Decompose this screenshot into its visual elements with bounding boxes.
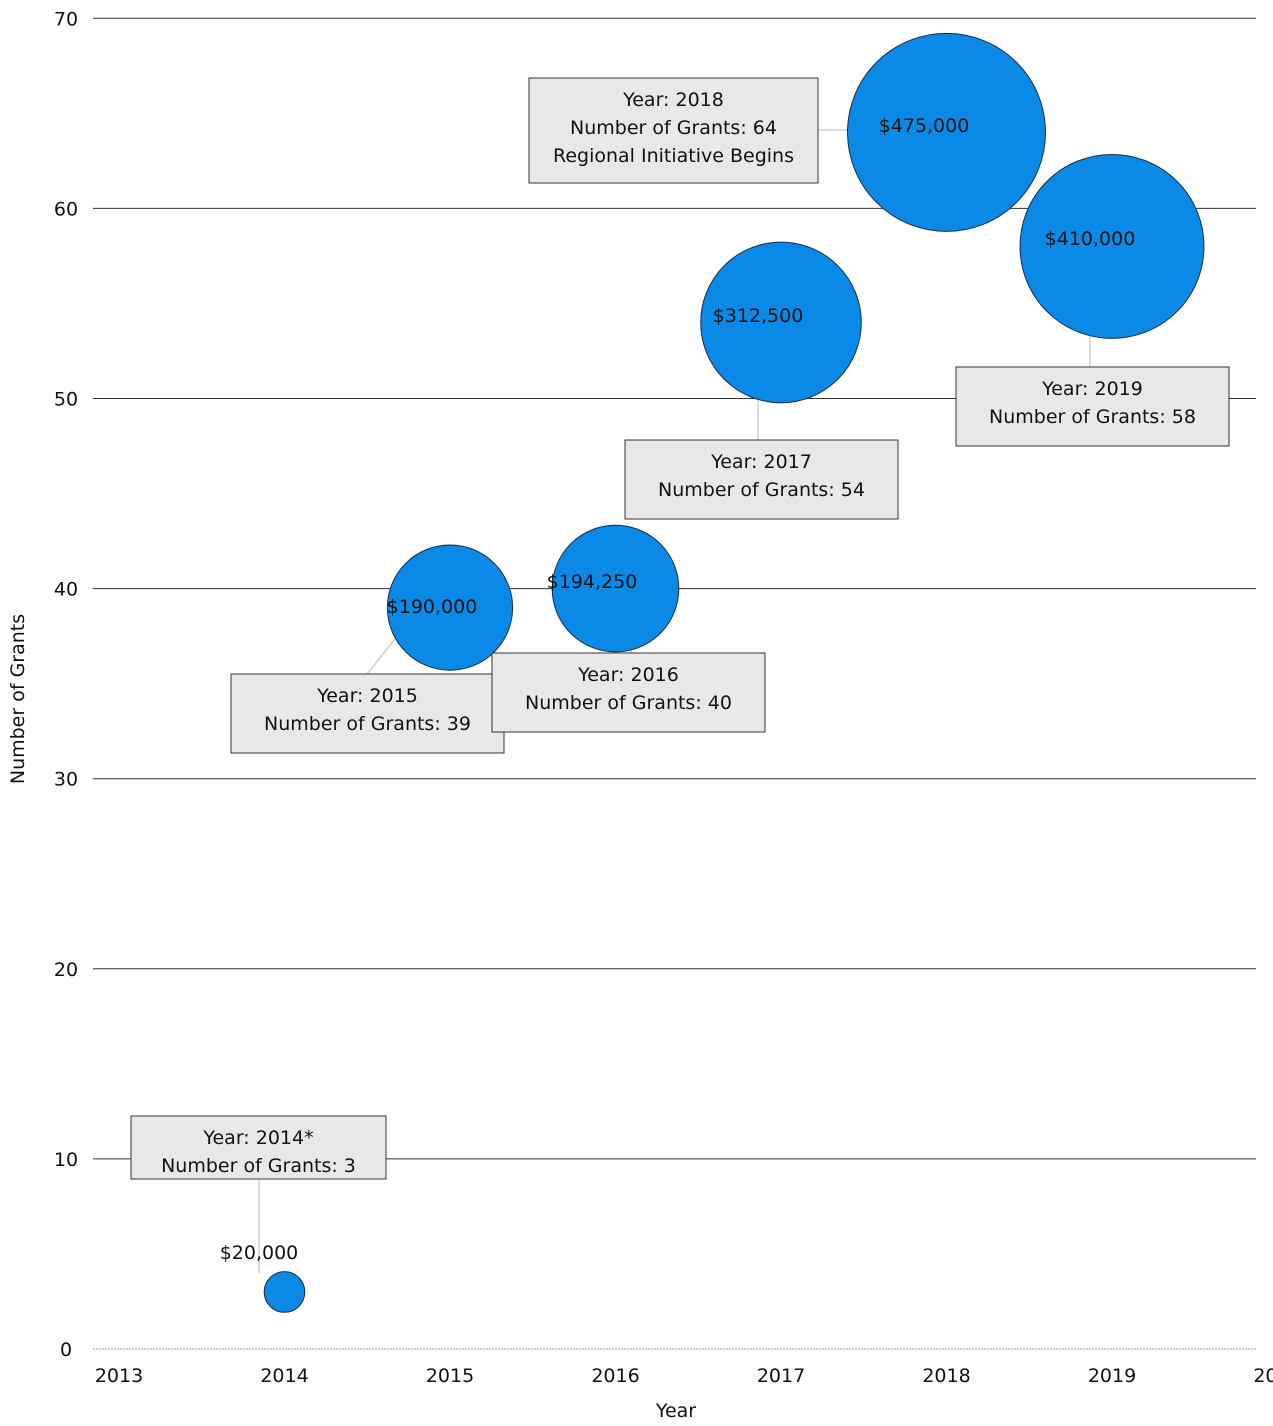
bubble-2016 bbox=[551, 524, 680, 653]
bubble-2015 bbox=[386, 544, 514, 671]
callout-line: Number of Grants: 58 bbox=[989, 406, 1196, 428]
bubble-amount-label: $190,000 bbox=[387, 596, 478, 618]
callout-box bbox=[230, 673, 505, 754]
callout-2019: Year: 2019 Number of Grants: 58 bbox=[955, 366, 1230, 447]
callout-line: Year: 2015 bbox=[316, 685, 418, 707]
callout-line: Number of Grants: 39 bbox=[264, 713, 471, 735]
callout-2017: Year: 2017 Number of Grants: 54 bbox=[624, 439, 899, 520]
bubble-2017 bbox=[700, 241, 862, 404]
callout-line: Year: 2018 bbox=[622, 89, 724, 111]
callout-box bbox=[528, 77, 819, 184]
x-tick-label: 2020 bbox=[1253, 1365, 1273, 1387]
bubble-amount-label: $312,500 bbox=[713, 305, 804, 327]
callout-box bbox=[130, 1115, 387, 1180]
bubble-amount-label: $20,000 bbox=[220, 1242, 299, 1264]
callout-2018: Year: 2018 Number of Grants: 64 Regional I… bbox=[528, 77, 819, 184]
callout-line: Number of Grants: 54 bbox=[658, 479, 865, 501]
callout-2016: Year: 2016 Number of Grants: 40 bbox=[491, 652, 766, 733]
bubble-amount-label: $475,000 bbox=[879, 115, 970, 137]
callout-line: Year: 2014* bbox=[202, 1127, 313, 1149]
callout-2015: Year: 2015 Number of Grants: 39 bbox=[230, 673, 505, 754]
bubble-amount-label: $410,000 bbox=[1045, 228, 1136, 250]
y-axis-ticks: 0 10 20 30 40 50 60 70 bbox=[54, 8, 78, 1361]
y-tick-label: 30 bbox=[54, 769, 78, 791]
callout-box bbox=[624, 439, 899, 520]
callout-line: Number of Grants: 64 bbox=[570, 117, 777, 139]
y-tick-label: 50 bbox=[54, 389, 78, 411]
x-axis-ticks: 2013 2014 2015 2016 2017 2018 2019 2020 bbox=[95, 1365, 1273, 1387]
bubble-2019 bbox=[1019, 153, 1205, 339]
y-tick-label: 20 bbox=[54, 959, 78, 981]
x-tick-label: 2015 bbox=[426, 1365, 474, 1387]
callout-line: Year: 2019 bbox=[1041, 378, 1143, 400]
callout-line: Year: 2017 bbox=[710, 451, 812, 473]
callout-line: Year: 2016 bbox=[577, 664, 679, 686]
x-tick-label: 2018 bbox=[922, 1365, 970, 1387]
callout-2014: Year: 2014* Number of Grants: 3 bbox=[130, 1115, 387, 1180]
y-tick-label: 70 bbox=[54, 8, 78, 30]
x-tick-label: 2016 bbox=[591, 1365, 639, 1387]
bubble-2018 bbox=[847, 32, 1046, 232]
x-tick-label: 2017 bbox=[757, 1365, 805, 1387]
bubble-amount-label: $194,250 bbox=[547, 571, 638, 593]
y-tick-label: 0 bbox=[60, 1339, 72, 1361]
bubble-2014 bbox=[263, 1271, 306, 1313]
callout-line: Regional Initiative Begins bbox=[553, 145, 794, 167]
x-tick-label: 2014 bbox=[260, 1365, 308, 1387]
callout-box bbox=[955, 366, 1230, 447]
y-tick-label: 40 bbox=[54, 579, 78, 601]
x-tick-label: 2019 bbox=[1088, 1365, 1136, 1387]
callout-line: Number of Grants: 40 bbox=[525, 692, 732, 714]
callout-box bbox=[491, 652, 766, 733]
x-axis-label: Year bbox=[655, 1400, 696, 1422]
callouts: Year: 2014* Number of Grants: 3 Year: 2015… bbox=[130, 77, 1230, 1180]
y-tick-label: 60 bbox=[54, 198, 78, 220]
y-tick-label: 10 bbox=[54, 1149, 78, 1171]
callout-line: Number of Grants: 3 bbox=[161, 1155, 356, 1177]
x-tick-label: 2013 bbox=[95, 1365, 143, 1387]
bubbles: $20,000 $190,000 $194,250 $312,500 $475,000 $… bbox=[220, 32, 1205, 1313]
y-axis-label: Number of Grants bbox=[7, 614, 29, 784]
